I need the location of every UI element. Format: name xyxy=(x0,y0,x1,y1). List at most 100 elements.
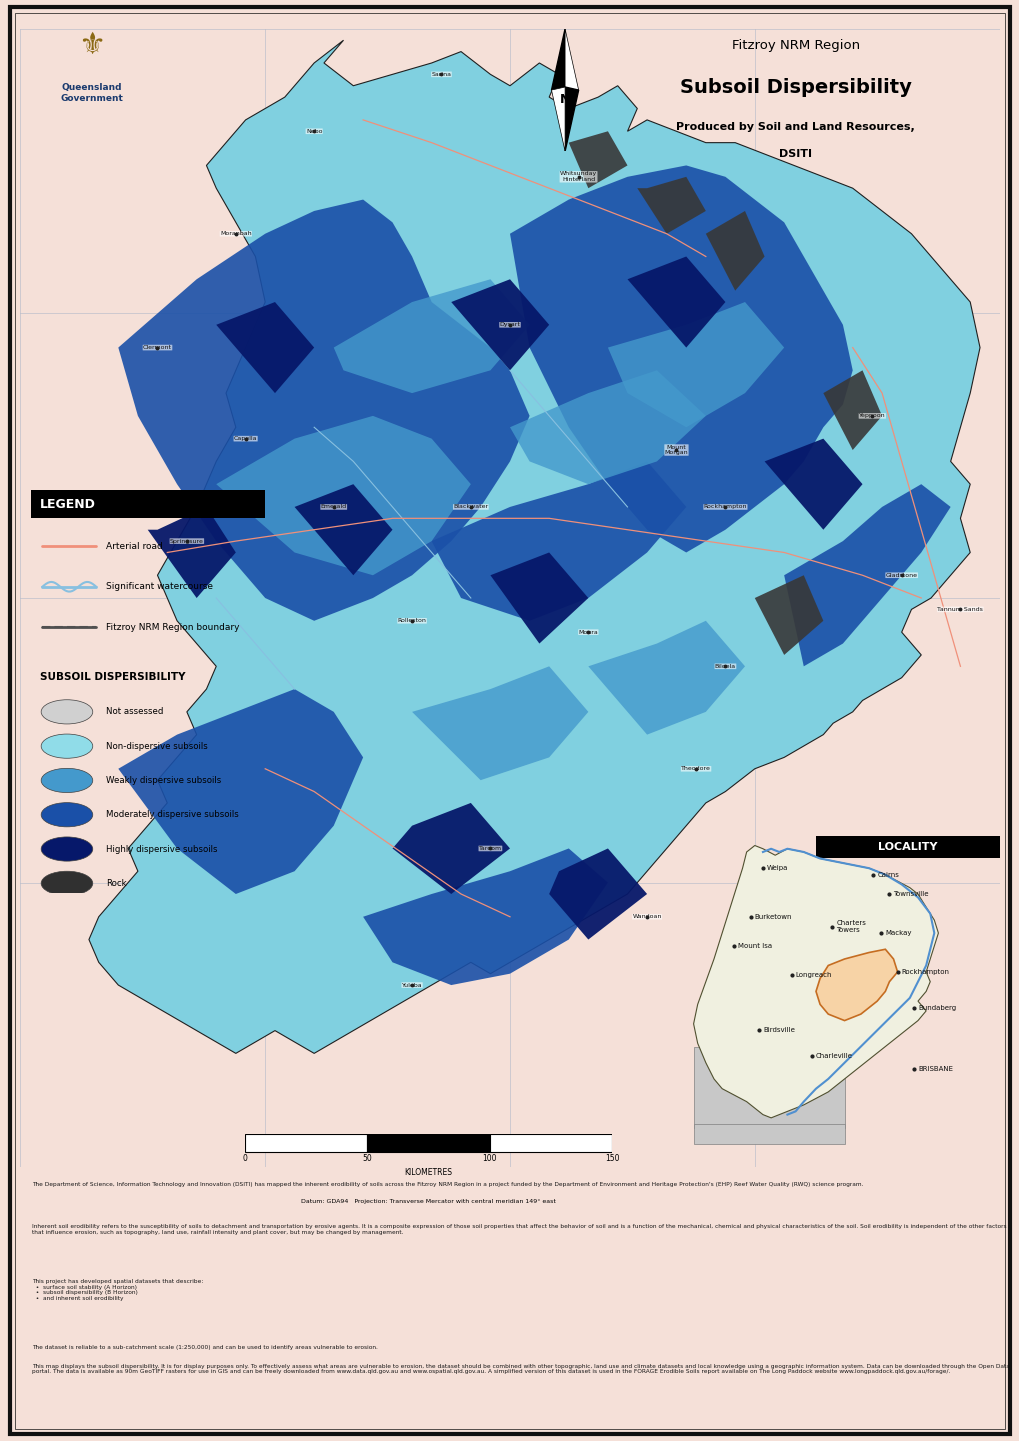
Text: Subsoil Dispersibility: Subsoil Dispersibility xyxy=(679,78,911,97)
Text: SUBSOIL DISPERSIBILITY: SUBSOIL DISPERSIBILITY xyxy=(40,672,185,682)
Polygon shape xyxy=(784,484,950,666)
Text: Birdsville: Birdsville xyxy=(762,1027,794,1033)
Text: LOCALITY: LOCALITY xyxy=(877,842,936,852)
Polygon shape xyxy=(588,621,744,735)
Polygon shape xyxy=(333,280,529,393)
Polygon shape xyxy=(118,689,363,893)
Ellipse shape xyxy=(41,872,93,895)
Ellipse shape xyxy=(41,768,93,793)
Text: Weipa: Weipa xyxy=(766,865,788,872)
Polygon shape xyxy=(693,846,937,1118)
Text: This map displays the subsoil dispersibility. It is for display purposes only. T: This map displays the subsoil dispersibi… xyxy=(32,1363,1009,1375)
Polygon shape xyxy=(764,438,862,530)
Polygon shape xyxy=(510,166,852,552)
Text: Datum: GDA94   Projection: Transverse Mercator with central meridian 149° east: Datum: GDA94 Projection: Transverse Merc… xyxy=(301,1199,555,1203)
Polygon shape xyxy=(607,303,784,427)
Bar xyxy=(693,1124,844,1144)
Text: Mount
Morgan: Mount Morgan xyxy=(664,445,688,455)
Text: Fitzroy NRM Region: Fitzroy NRM Region xyxy=(731,39,859,52)
Text: The Department of Science, Information Technology and Innovation (DSITI) has map: The Department of Science, Information T… xyxy=(32,1182,862,1187)
Text: Weakly dispersive subsoils: Weakly dispersive subsoils xyxy=(106,775,221,785)
Text: Nebo: Nebo xyxy=(306,128,322,134)
Text: Whitsunday
Hinterland: Whitsunday Hinterland xyxy=(559,171,596,182)
Text: Burketown: Burketown xyxy=(754,914,792,919)
Text: Tannum Sands: Tannum Sands xyxy=(936,607,982,612)
Ellipse shape xyxy=(41,837,93,862)
Polygon shape xyxy=(216,303,314,393)
Text: Highly dispersive subsoils: Highly dispersive subsoils xyxy=(106,844,217,853)
Polygon shape xyxy=(118,199,529,621)
Polygon shape xyxy=(551,86,565,151)
Text: Inherent soil erodibility refers to the susceptibility of soils to detachment an: Inherent soil erodibility refers to the … xyxy=(32,1225,1006,1235)
Text: Blackwater: Blackwater xyxy=(452,504,488,510)
Polygon shape xyxy=(431,461,686,621)
Text: Moranbah: Moranbah xyxy=(220,231,252,236)
Polygon shape xyxy=(148,507,235,598)
Text: Clermont: Clermont xyxy=(143,344,172,350)
Text: Rockhampton: Rockhampton xyxy=(901,968,949,976)
Text: 150: 150 xyxy=(604,1153,619,1163)
Polygon shape xyxy=(637,177,705,233)
Text: BRISBANE: BRISBANE xyxy=(917,1066,952,1072)
Polygon shape xyxy=(89,40,979,1053)
Polygon shape xyxy=(412,666,588,780)
Text: Moderately dispersive subsoils: Moderately dispersive subsoils xyxy=(106,810,238,820)
Text: Rolleston: Rolleston xyxy=(397,618,426,624)
Text: Taroom: Taroom xyxy=(478,846,501,852)
Bar xyxy=(489,1134,611,1153)
Polygon shape xyxy=(815,950,897,1020)
Polygon shape xyxy=(490,552,588,644)
Ellipse shape xyxy=(41,733,93,758)
Text: Wandoan: Wandoan xyxy=(632,914,661,919)
Text: ⚜: ⚜ xyxy=(78,32,105,61)
Text: Bundaberg: Bundaberg xyxy=(917,1004,955,1010)
Text: This project has developed spatial datasets that describe:
  •  surface soil sta: This project has developed spatial datas… xyxy=(32,1278,203,1301)
Polygon shape xyxy=(216,416,471,575)
Text: Non-dispersive subsoils: Non-dispersive subsoils xyxy=(106,742,207,751)
Text: 50: 50 xyxy=(362,1153,372,1163)
Ellipse shape xyxy=(41,700,93,723)
Polygon shape xyxy=(705,210,764,291)
Text: KILOMETRES: KILOMETRES xyxy=(404,1167,452,1177)
Text: Capella: Capella xyxy=(233,437,257,441)
Text: Theodore: Theodore xyxy=(681,767,710,771)
Text: Significant watercourse: Significant watercourse xyxy=(106,582,213,591)
Text: Moura: Moura xyxy=(578,630,597,634)
Text: Sarina: Sarina xyxy=(431,72,451,76)
Polygon shape xyxy=(822,370,881,450)
Polygon shape xyxy=(363,849,607,986)
Polygon shape xyxy=(294,484,392,575)
Bar xyxy=(693,1046,844,1127)
Text: Emerald: Emerald xyxy=(320,504,346,510)
Text: Produced by Soil and Land Resources,: Produced by Soil and Land Resources, xyxy=(676,122,914,133)
Text: The dataset is reliable to a sub-catchment scale (1:250,000) and can be used to : The dataset is reliable to a sub-catchme… xyxy=(32,1346,377,1350)
Polygon shape xyxy=(565,29,578,94)
Text: DSITI: DSITI xyxy=(779,150,811,160)
Ellipse shape xyxy=(41,803,93,827)
Text: Gladstone: Gladstone xyxy=(884,572,917,578)
Text: Rockhampton: Rockhampton xyxy=(703,504,747,510)
Text: Arterial road: Arterial road xyxy=(106,542,162,550)
Bar xyxy=(367,1134,489,1153)
Bar xyxy=(31,490,265,519)
Text: Charleville: Charleville xyxy=(815,1053,852,1059)
Text: Queensland
Government: Queensland Government xyxy=(60,84,123,102)
Polygon shape xyxy=(627,256,725,347)
Text: 0: 0 xyxy=(243,1153,247,1163)
Text: Yuleba: Yuleba xyxy=(401,983,422,987)
Text: Charters
Towers: Charters Towers xyxy=(836,919,865,934)
Text: Longreach: Longreach xyxy=(795,973,832,978)
Text: Mackay: Mackay xyxy=(884,929,911,937)
Polygon shape xyxy=(510,370,705,484)
Polygon shape xyxy=(392,803,510,893)
Text: 100: 100 xyxy=(482,1153,496,1163)
Polygon shape xyxy=(754,575,822,654)
Text: Biloela: Biloela xyxy=(714,664,736,669)
Text: N: N xyxy=(559,94,570,107)
Text: Springsure: Springsure xyxy=(170,539,204,543)
Bar xyxy=(245,1134,367,1153)
Text: Mount Isa: Mount Isa xyxy=(738,942,771,950)
Polygon shape xyxy=(569,131,627,189)
Text: Fitzroy NRM Region boundary: Fitzroy NRM Region boundary xyxy=(106,623,238,631)
Text: Townsville: Townsville xyxy=(893,891,928,898)
